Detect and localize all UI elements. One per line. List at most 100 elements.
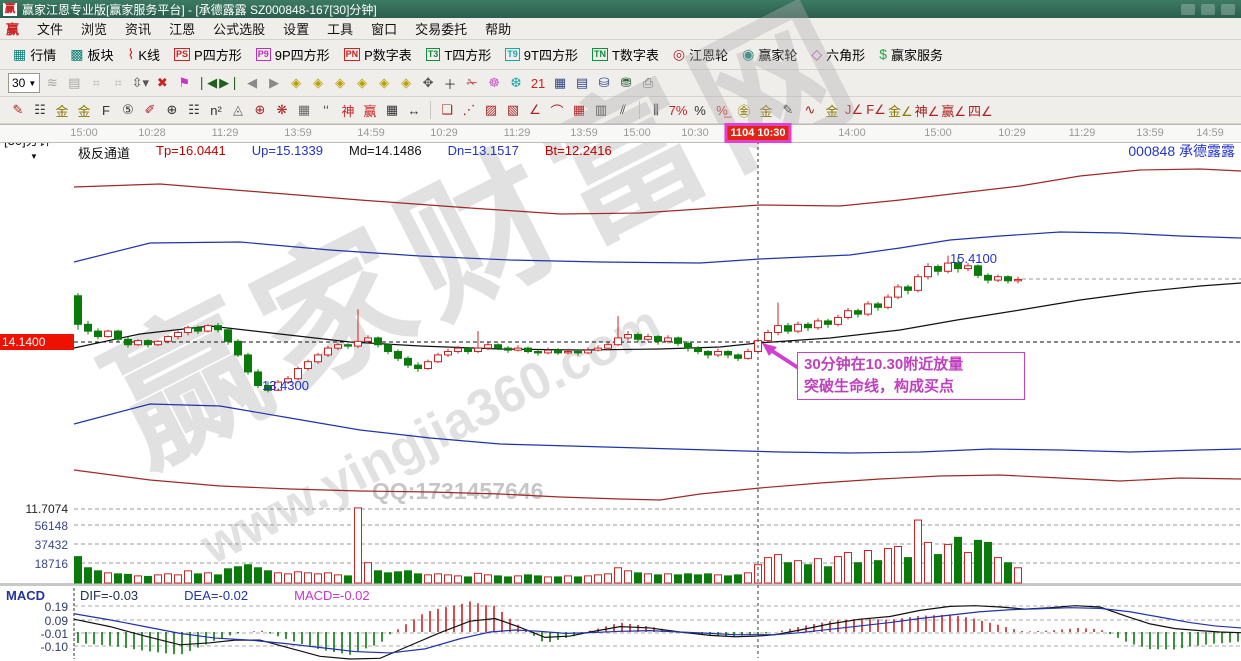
grid-tool-icon[interactable]: ▦ [572, 102, 586, 117]
shade-box-1-icon[interactable]: ▨ [484, 102, 498, 117]
menu-item-窗口[interactable]: 窗口 [371, 22, 398, 37]
close-button[interactable] [1221, 3, 1235, 15]
number-grid-icon[interactable]: ▦ [385, 102, 399, 117]
hatch-grid-icon[interactable]: ☷ [188, 102, 200, 117]
gold-grid-2-icon[interactable]: 金 [77, 103, 91, 119]
diamond-tool-3-icon[interactable]: ◈ [335, 75, 346, 90]
panel-grid-icon[interactable]: ▥ [594, 102, 608, 117]
f-grid-icon[interactable]: F [102, 102, 110, 118]
percent-icon[interactable]: % [694, 102, 706, 118]
menu-item-工具[interactable]: 工具 [327, 22, 354, 37]
toolbar-item-p-digit-table[interactable]: PN P数字表 [339, 43, 417, 66]
period-select[interactable]: 30 ▼ [8, 73, 41, 93]
color-flag-icon[interactable]: ⚑ [178, 75, 191, 90]
parallel-lines-icon[interactable]: ⫽ [620, 102, 626, 117]
angle-line-icon[interactable]: ∠ [529, 102, 541, 117]
save-icon[interactable]: ⛁ [598, 75, 610, 90]
toolbar-item-p-square[interactable]: PS P四方形 [169, 43, 247, 66]
angle-mirror-icon[interactable]: ◬ [233, 102, 243, 117]
next-page-icon[interactable]: ▶ [269, 75, 280, 90]
menu-item-交易委托[interactable]: 交易委托 [415, 22, 468, 37]
marker-pen-icon[interactable]: ✐ [144, 102, 156, 117]
measure-tool-icon[interactable]: ✁ [466, 75, 478, 90]
pen-candle-icon[interactable]: ✎ [782, 102, 794, 117]
ratio-lines-icon[interactable]: ⫼ [653, 102, 659, 117]
first-page-icon[interactable]: ❘◀ [196, 75, 218, 90]
period-dropdown-caret[interactable]: ▼ [30, 152, 38, 161]
pencil-icon[interactable]: ✎ [12, 102, 24, 117]
clipboard-icon[interactable]: ▤ [68, 75, 81, 90]
shen-angle-icon[interactable]: 神∠ [914, 103, 940, 119]
shen-grid-icon[interactable]: 神 [341, 103, 355, 119]
arc-tool-icon[interactable]: ⌒ [550, 103, 564, 119]
toolbar-item-t-digit-table[interactable]: TN T数字表 [587, 43, 664, 66]
notes-icon[interactable]: ▤ [575, 75, 589, 90]
macd-pane-label[interactable]: MACD [6, 588, 45, 603]
last-page-icon[interactable]: ▶❘ [219, 75, 241, 90]
pan-hand-icon[interactable]: ✥ [422, 75, 434, 90]
calculator-icon[interactable]: ▦ [553, 75, 567, 90]
gold-line-2-icon[interactable]: 金 [825, 103, 839, 119]
gann-circle-icon[interactable]: ⊕ [254, 102, 266, 117]
wave-tool-icon[interactable]: ✖ [156, 75, 168, 90]
toolbar-item-quotes[interactable]: ▦ 行情 [8, 43, 61, 66]
chart-area[interactable] [0, 124, 1241, 661]
win-angle-icon[interactable]: 赢∠ [941, 103, 966, 119]
diamond-tool-2-icon[interactable]: ◈ [313, 75, 324, 90]
bars-9-icon[interactable]: ⌗ [114, 75, 122, 90]
toolbar-item-winner-wheel[interactable]: ◉ 赢家轮 [737, 43, 802, 66]
gold-grid-1-icon[interactable]: 金 [55, 103, 69, 119]
wave-line-icon[interactable]: ∿ [804, 102, 816, 117]
menu-item-浏览[interactable]: 浏览 [81, 22, 108, 37]
gann-web-icon[interactable]: ❋ [276, 102, 288, 117]
gann-face-icon[interactable]: ☸ [488, 75, 500, 90]
five-grid-icon[interactable]: ⑤ [122, 102, 134, 117]
circle-cross-icon[interactable]: ⊕ [166, 102, 178, 117]
menu-item-帮助[interactable]: 帮助 [485, 22, 512, 37]
toolbar-item-gann-wheel[interactable]: ◎ 江恩轮 [668, 43, 733, 66]
export-disk-icon[interactable]: ⛃ [620, 75, 632, 90]
menu-item-江恩[interactable]: 江恩 [169, 22, 196, 37]
diamond-tool-5-icon[interactable]: ◈ [379, 75, 390, 90]
gann-grid-icon[interactable]: ☷ [34, 102, 46, 117]
shade-box-2-icon[interactable]: ▧ [506, 102, 520, 117]
prev-page-icon[interactable]: ◀ [247, 75, 258, 90]
gold-angle-icon[interactable]: 金∠ [888, 103, 913, 119]
calendar-icon[interactable]: 21 [530, 75, 546, 91]
brain-tool-icon[interactable]: ❆ [510, 75, 522, 90]
toolbar-item-sectors[interactable]: ▩ 板块 [65, 43, 118, 66]
diamond-tool-1-icon[interactable]: ◈ [291, 75, 302, 90]
gold-line-icon[interactable]: 金 [759, 103, 773, 119]
print-icon[interactable]: ⎙ [642, 75, 654, 90]
diamond-tool-4-icon[interactable]: ◈ [357, 75, 368, 90]
fan-lines-icon[interactable]: ⋰ [462, 102, 476, 117]
width-tool-icon[interactable]: ↔ [407, 102, 421, 118]
candle-style-icon[interactable]: ⇳▾ [131, 75, 149, 90]
percent-7-icon[interactable]: 7% [668, 102, 688, 118]
gold-circle-icon[interactable]: ㊎ [737, 103, 751, 119]
menu-item-文件[interactable]: 文件 [37, 22, 64, 37]
toolbar-item-kline[interactable]: ⌇ K线 [123, 43, 166, 66]
f-angle-icon[interactable]: F∠ [866, 102, 886, 117]
four-angle-icon[interactable]: 四∠ [967, 103, 993, 119]
minimize-button[interactable] [1181, 3, 1195, 15]
diamond-tool-6-icon[interactable]: ◈ [401, 75, 412, 90]
window-controls[interactable] [1181, 3, 1235, 15]
bars-3-icon[interactable]: ⌗ [92, 75, 100, 90]
toolbar-item-winner-service[interactable]: $ 赢家服务 [874, 43, 948, 66]
j-angle-icon[interactable]: J∠ [844, 102, 864, 117]
web-overview-icon[interactable]: ≋ [46, 75, 58, 90]
percent-line-icon[interactable]: %̲ [716, 102, 728, 118]
menu-item-设置[interactable]: 设置 [283, 22, 310, 37]
toolbar-item-hexagon[interactable]: ◇ 六角形 [806, 43, 870, 66]
time-marks-icon[interactable]: ʻʻ [323, 102, 329, 118]
toolbar-item-9t-square[interactable]: T9 9T四方形 [500, 43, 583, 66]
maximize-button[interactable] [1201, 3, 1215, 15]
win-grid-icon[interactable]: 赢 [363, 103, 377, 119]
menu-item-资讯[interactable]: 资讯 [125, 22, 152, 37]
n-square-icon[interactable]: n² [210, 102, 222, 118]
toolbar-item-9p-square[interactable]: P9 9P四方形 [251, 43, 335, 66]
crosshair-tool-icon[interactable]: ＋ [443, 76, 457, 92]
gann-matrix-icon[interactable]: ▦ [297, 102, 311, 117]
toolbar-item-t-square[interactable]: T3 T四方形 [421, 43, 496, 66]
